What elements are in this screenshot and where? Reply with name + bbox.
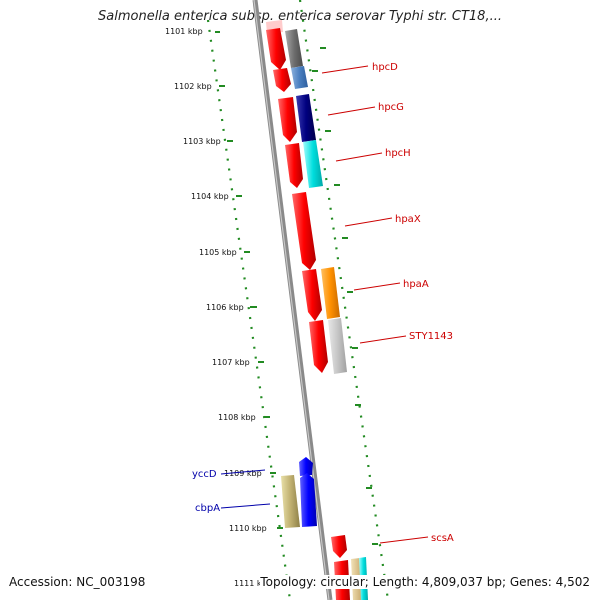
gene-red-2[interactable] <box>273 68 291 92</box>
tick-label-1109: 1109 kbp <box>224 469 262 478</box>
forward-strand-genes <box>281 29 368 600</box>
gene-labels: hpcD hpcG hpcH hpaX hpaA STY1143 scsA yc… <box>192 62 454 544</box>
gene-label-hpcG[interactable]: hpcG <box>378 102 404 113</box>
map-title: Salmonella enterica subsp. enterica sero… <box>98 9 502 24</box>
backbone-highlight <box>253 0 330 600</box>
gene-red-1[interactable] <box>266 28 286 70</box>
gene-label-hpaX[interactable]: hpaX <box>395 214 421 225</box>
gene-STY1143[interactable] <box>328 318 347 374</box>
gene-label-hpcH[interactable]: hpcH <box>385 148 411 159</box>
gene-red-3[interactable] <box>278 97 297 142</box>
ruler-ticks <box>215 31 378 545</box>
tick-label-1105: 1105 kbp <box>199 248 237 257</box>
gene-label-cbpA[interactable]: cbpA <box>195 503 220 514</box>
tick-label-1107: 1107 kbp <box>212 358 250 367</box>
gene-label-leaders <box>220 65 429 544</box>
inner-ruler <box>298 0 390 600</box>
gene-label-STY1143[interactable]: STY1143 <box>409 331 453 342</box>
genome-summary-text: Topology: circular; Length: 4,809,037 bp… <box>260 575 590 589</box>
genome-backbone <box>252 0 333 600</box>
gene-label-scsA[interactable]: scsA <box>431 533 454 544</box>
accession-text: Accession: NC_003198 <box>9 575 146 589</box>
gene-red-4[interactable] <box>285 143 303 188</box>
tick-label-1101: 1101 kbp <box>165 27 203 36</box>
gene-hpaA[interactable] <box>321 267 340 319</box>
tick-label-1111: 1111 kbp <box>234 579 272 588</box>
tick-label-1110: 1110 kbp <box>229 524 267 533</box>
gene-label-hpaA[interactable]: hpaA <box>403 279 429 290</box>
reverse-strand-genes <box>266 28 350 600</box>
gene-red-hpaX[interactable] <box>292 192 316 270</box>
tick-label-1103: 1103 kbp <box>183 137 221 146</box>
gene-cbpA[interactable] <box>300 473 317 527</box>
gene-hpcH[interactable] <box>303 140 323 188</box>
gene-label-hpcD[interactable]: hpcD <box>372 62 398 73</box>
tick-label-1102: 1102 kbp <box>174 82 212 91</box>
gene-hpcG[interactable] <box>296 94 316 142</box>
gene-hpcD[interactable] <box>291 66 308 89</box>
gene-label-yccD[interactable]: yccD <box>192 469 217 480</box>
gene-red-6[interactable] <box>302 269 322 321</box>
tick-label-1108: 1108 kbp <box>218 413 256 422</box>
gene-red-scsA[interactable] <box>331 535 347 558</box>
ruler-tick-labels: 1101 kbp 1102 kbp 1103 kbp 1104 kbp 1105… <box>165 27 272 588</box>
tick-label-1106: 1106 kbp <box>206 303 244 312</box>
gene-hpcE[interactable] <box>285 29 303 68</box>
gene-cbpA-partner[interactable] <box>281 475 300 528</box>
gene-yccD[interactable] <box>299 457 313 476</box>
tick-label-1104: 1104 kbp <box>191 192 229 201</box>
gene-red-7[interactable] <box>309 320 328 373</box>
